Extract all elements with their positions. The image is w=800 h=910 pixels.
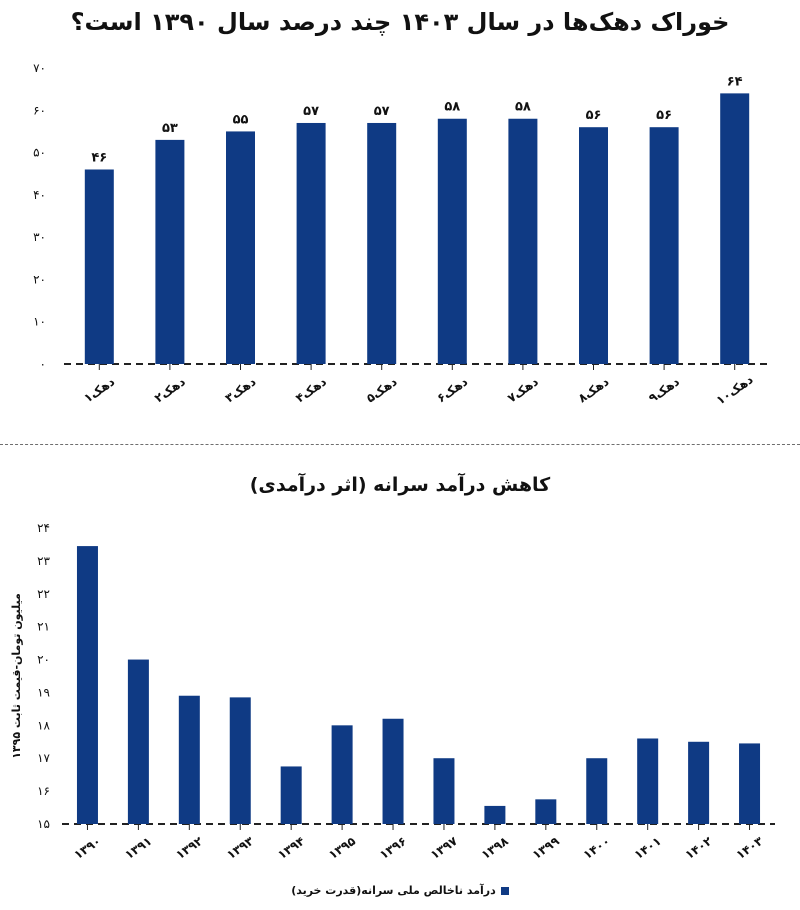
bar — [280, 766, 302, 824]
data-label: ۵۵ — [233, 112, 249, 127]
section-divider — [0, 444, 800, 445]
bar — [535, 799, 557, 824]
data-label: ۵۷ — [374, 104, 390, 119]
bar — [84, 169, 114, 364]
y-tick-label: ۲۰ — [33, 272, 46, 286]
bar — [720, 93, 750, 364]
y-tick-label: ۱۰ — [33, 315, 46, 329]
y-tick-label: ۱۸ — [37, 718, 50, 732]
y-tick-label: ۵۰ — [33, 146, 46, 160]
x-tick-label: ۱۳۹۷ — [428, 833, 461, 862]
x-tick-label: ۱۴۰۱ — [632, 834, 664, 862]
y-tick-label: ۲۰ — [37, 653, 50, 667]
y-tick-label: ۶۰ — [33, 103, 46, 117]
bar — [508, 118, 538, 364]
y-tick-label: ۲۱ — [37, 620, 50, 634]
data-label: ۵۶ — [656, 108, 672, 123]
data-label: ۵۶ — [586, 108, 602, 123]
y-tick-label: ۲۲ — [37, 587, 50, 601]
data-label: ۴۶ — [91, 150, 107, 165]
x-tick-label: ۱۳۹۹ — [530, 833, 563, 862]
bar — [637, 738, 659, 824]
bar — [649, 127, 679, 364]
x-tick-label: ۱۳۹۳ — [224, 833, 257, 862]
chart-1-decile-food: ۰۱۰۲۰۳۰۴۰۵۰۶۰۷۰۴۶دهک۱۵۳دهک۲۵۵دهک۳۵۷دهک۴۵… — [33, 61, 770, 408]
x-tick-label: ۱۳۹۱ — [122, 834, 154, 862]
bar — [127, 659, 149, 824]
bar — [433, 758, 455, 824]
y-tick-label: ۲۴ — [37, 521, 50, 535]
bar — [76, 546, 98, 824]
y-tick-label: ۰ — [40, 357, 46, 371]
bar — [331, 725, 353, 824]
bar — [382, 718, 404, 824]
x-tick-label: ۱۴۰۲ — [683, 833, 716, 862]
chart-2-title: کاهش درآمد سرانه (اثر درآمدی) — [249, 474, 551, 496]
data-label: ۵۳ — [162, 121, 178, 136]
legend-swatch — [500, 887, 509, 895]
bar — [367, 122, 397, 364]
x-tick-label: ۱۳۹۵ — [326, 834, 358, 862]
bar — [437, 118, 467, 364]
x-tick-label: ۱۳۹۶ — [377, 834, 409, 862]
x-tick-label: ۱۳۹۰ — [71, 834, 103, 862]
bar — [586, 758, 608, 824]
bar — [579, 127, 608, 364]
bar — [229, 697, 251, 824]
y-tick-label: ۷۰ — [33, 61, 46, 75]
y-tick-label: ۴۰ — [33, 188, 46, 202]
bar — [178, 695, 200, 824]
chart-2-legend: درآمد ناخالص ملی سرانه(قدرت خرید) — [0, 884, 800, 897]
chart-1-title: خوراک دهک‌ها در سال ۱۴۰۳ چند درصد سال ۱۳… — [70, 8, 730, 36]
y-tick-label: ۳۰ — [33, 230, 46, 244]
data-label: ۵۸ — [515, 100, 531, 115]
y-tick-label: ۲۳ — [37, 554, 50, 568]
y-tick-label: ۱۹ — [37, 685, 50, 699]
x-tick-label: ۱۳۹۲ — [173, 833, 206, 862]
x-tick-label: ۱۳۹۴ — [275, 834, 307, 862]
bar — [155, 139, 185, 364]
y-tick-label: ۱۷ — [37, 751, 50, 765]
y-tick-label: ۱۶ — [37, 784, 50, 798]
y-axis-label: میلیون تومان-قیمت ثابت ۱۳۹۵ — [10, 593, 23, 759]
bar — [484, 805, 506, 824]
chart-2-per-capita-income: ۱۵ ۱۶ ۱۷ ۱۸ ۱۹ ۲۰ ۲۱ ۲۲ ۲۳ ۲۴ میلیون تومان-قیمت ثا… — [10, 521, 775, 862]
x-tick-label: ۱۴۰۰ — [581, 834, 613, 862]
data-label: ۵۷ — [303, 104, 319, 119]
data-label: ۵۸ — [444, 100, 460, 115]
legend-label: درآمد ناخالص ملی سرانه(قدرت خرید) — [291, 884, 496, 897]
bar — [296, 122, 326, 364]
bar — [739, 743, 761, 824]
bar — [226, 131, 255, 364]
x-tick-label: ۱۴۰۳ — [734, 833, 767, 862]
x-tick-label: ۱۳۹۸ — [479, 833, 512, 862]
y-tick-label: ۱۵ — [37, 817, 50, 831]
data-label: ۶۴ — [727, 74, 743, 89]
bar — [688, 741, 710, 824]
